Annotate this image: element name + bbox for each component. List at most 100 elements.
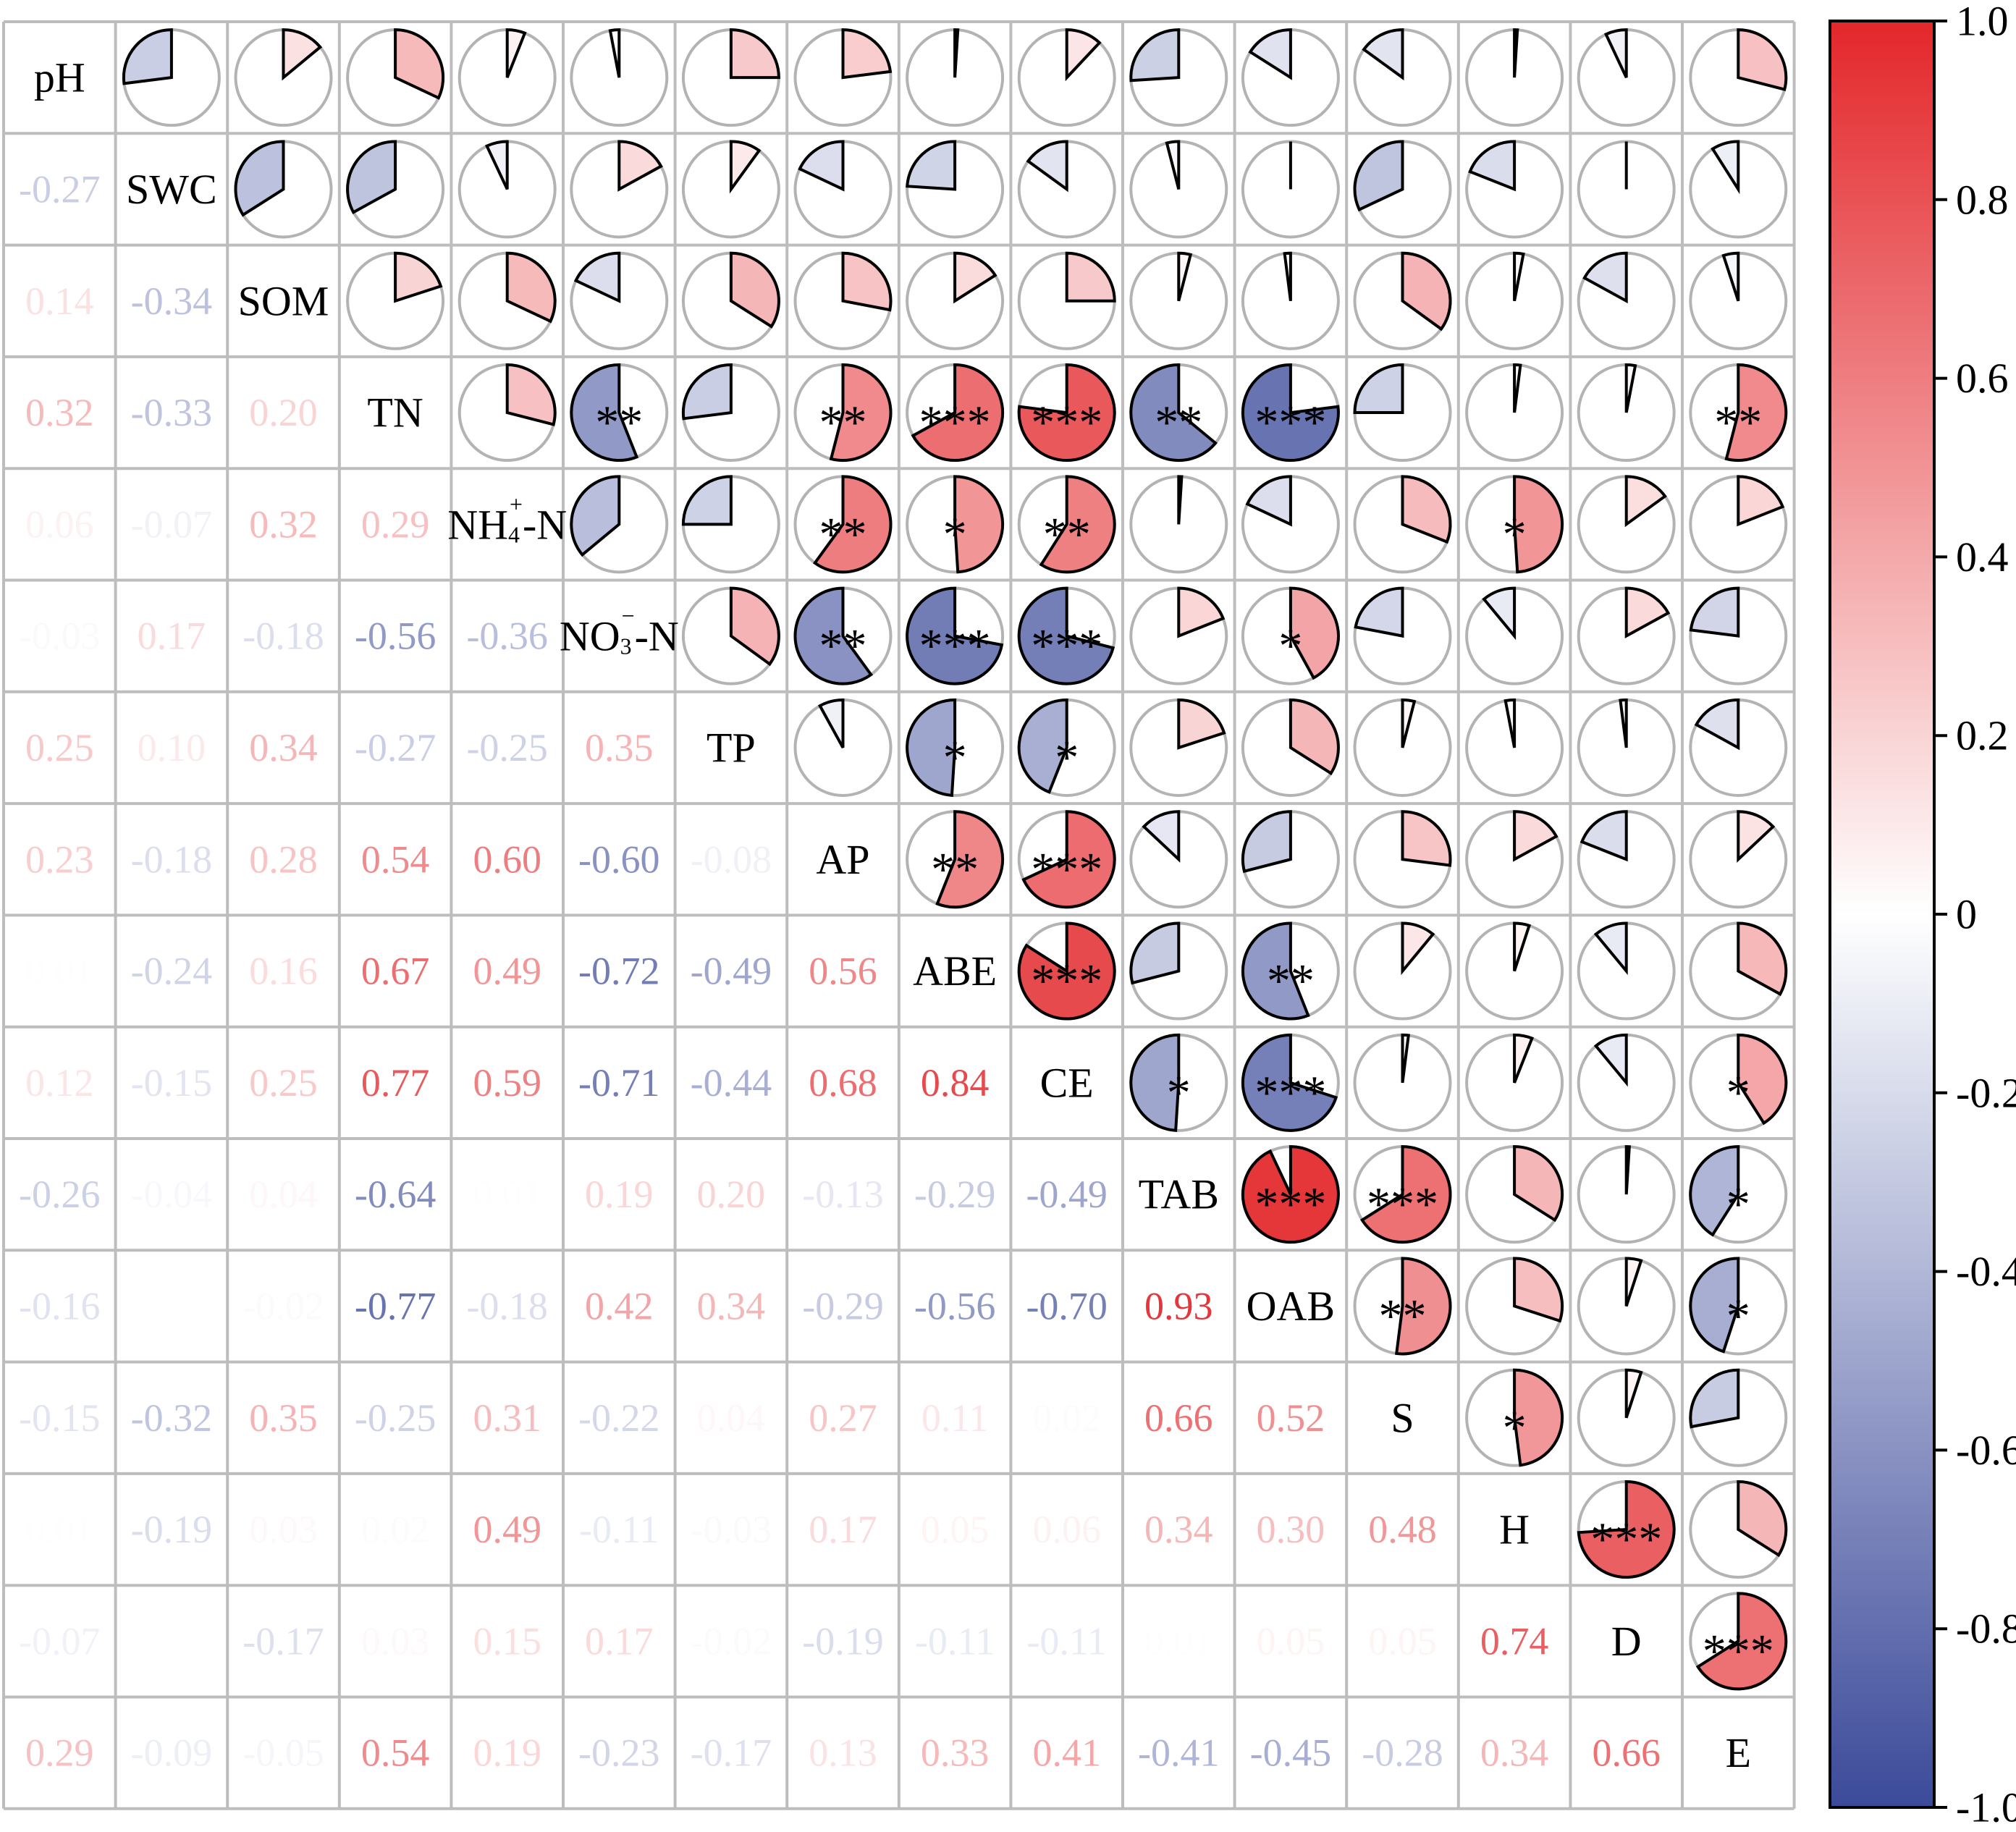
pie-slice xyxy=(935,810,1005,909)
correlation-value: -0.15 xyxy=(131,1061,212,1105)
correlation-value: -0.34 xyxy=(131,279,212,323)
correlation-value: -0.13 xyxy=(802,1173,883,1216)
correlation-pie: *** xyxy=(1353,1145,1452,1244)
correlation-pie xyxy=(906,28,1005,127)
pie-slice xyxy=(1513,251,1525,302)
correlation-pie xyxy=(1353,251,1452,350)
correlation-pie: ** xyxy=(1689,363,1788,463)
correlation-pie xyxy=(1465,921,1564,1021)
correlation-pie xyxy=(1353,921,1452,1021)
correlation-value: 0.02 xyxy=(361,1508,430,1551)
correlation-pie xyxy=(1017,251,1116,350)
correlation-value: 0.52 xyxy=(1257,1396,1325,1440)
correlation-pie xyxy=(1689,1368,1788,1467)
pie-slice xyxy=(570,363,639,463)
correlation-pie xyxy=(457,140,557,239)
correlation-value: 0.00 xyxy=(138,1284,206,1327)
correlation-pie xyxy=(1241,810,1340,909)
pie-slice xyxy=(1129,1033,1181,1132)
correlation-pie xyxy=(1465,1145,1564,1244)
pie-slice xyxy=(1513,921,1532,972)
colorbar-tick-label: -0.8 xyxy=(1956,1605,2016,1652)
pie-slice xyxy=(1401,698,1417,748)
pie-slice xyxy=(1401,475,1452,544)
correlation-pie xyxy=(1353,28,1452,127)
correlation-pie: * xyxy=(1241,586,1340,685)
correlation-value: 0.31 xyxy=(473,1396,541,1440)
correlation-value: 0.48 xyxy=(1368,1508,1437,1551)
significance-stars: *** xyxy=(1031,955,1102,1008)
correlation-value: -0.18 xyxy=(466,1284,547,1327)
correlation-pie xyxy=(1689,475,1788,574)
correlation-pie xyxy=(346,28,445,127)
correlation-value: 0.93 xyxy=(1144,1284,1213,1327)
correlation-value: 0.12 xyxy=(25,1061,94,1105)
correlation-value: 0.03 xyxy=(249,1508,318,1551)
correlation-pie: *** xyxy=(1017,921,1116,1021)
correlation-value: -0.36 xyxy=(466,615,547,658)
correlation-value: 0.16 xyxy=(249,950,318,993)
pie-slice xyxy=(505,28,527,78)
correlation-pie xyxy=(1353,475,1452,574)
pie-slice xyxy=(1513,1257,1564,1323)
pie-slice xyxy=(1401,251,1452,332)
colorbar: 1.0 0.8 0.6 0.4 0.2 0 -0.2 -0.4 -0.6 -0.8 -1.0 xyxy=(1829,0,2016,1831)
significance-stars: *** xyxy=(1031,620,1102,672)
correlation-pie xyxy=(1241,140,1340,239)
variable-label: ABE xyxy=(913,947,997,995)
pie-slice xyxy=(1241,810,1292,874)
correlation-pie xyxy=(1577,1257,1676,1356)
correlation-value: -0.60 xyxy=(578,837,659,881)
colorbar-tick-label: 1.0 xyxy=(1956,0,2009,45)
pie-slice xyxy=(1241,921,1310,1021)
correlation-pie xyxy=(1689,1480,1788,1579)
significance-stars: * xyxy=(1503,508,1527,561)
pie-slice xyxy=(1513,475,1564,574)
correlation-value: -0.49 xyxy=(1026,1173,1107,1216)
correlation-pie xyxy=(457,28,557,127)
correlation-value: 0.54 xyxy=(361,1731,430,1775)
correlation-pie xyxy=(1353,140,1452,239)
correlation-value: 0.00 xyxy=(138,1619,206,1663)
correlation-pie: * xyxy=(906,475,1005,574)
correlation-value: 0.33 xyxy=(921,1731,990,1775)
pie-slice xyxy=(1026,140,1068,193)
pie-slice xyxy=(573,251,621,303)
pie-slice xyxy=(1289,698,1340,776)
correlation-value: 0.01 xyxy=(25,950,94,993)
correlation-pie xyxy=(1689,140,1788,239)
correlation-value: 0.49 xyxy=(473,950,541,993)
correlation-value: 0.01 xyxy=(25,1508,94,1551)
pie-slice xyxy=(1619,698,1628,748)
correlation-pie xyxy=(570,28,669,127)
pie-slice xyxy=(1580,810,1628,862)
pie-slice xyxy=(1737,1480,1788,1558)
pie-slice xyxy=(122,28,173,85)
correlation-value: -0.11 xyxy=(1026,1619,1106,1663)
pie-slice xyxy=(953,251,998,304)
pie-slice xyxy=(793,586,874,685)
significance-stars: * xyxy=(1726,1290,1750,1343)
significance-stars: * xyxy=(1278,620,1302,672)
correlation-value: 0.34 xyxy=(1144,1508,1213,1551)
correlation-pie: *** xyxy=(1241,363,1340,463)
correlation-pie xyxy=(1241,251,1340,350)
pie-slice xyxy=(1513,363,1522,413)
correlation-pie xyxy=(1577,698,1676,797)
pie-slice xyxy=(1624,475,1667,528)
pie-slice xyxy=(1177,475,1184,525)
correlation-pie: ** xyxy=(570,363,669,463)
significance-stars: * xyxy=(1055,731,1079,784)
pie-slice xyxy=(1624,1257,1643,1307)
pie-slice xyxy=(234,140,285,217)
correlation-value: -0.56 xyxy=(355,615,436,658)
significance-stars: * xyxy=(943,508,967,561)
correlation-pie: * xyxy=(1689,1033,1788,1132)
correlation-value: -0.19 xyxy=(802,1619,883,1663)
pie-slice xyxy=(1394,1257,1452,1356)
correlation-pie: ** xyxy=(793,586,893,685)
correlation-pie xyxy=(1129,586,1228,685)
correlation-value: -0.29 xyxy=(802,1284,883,1327)
correlation-pie xyxy=(1577,251,1676,350)
